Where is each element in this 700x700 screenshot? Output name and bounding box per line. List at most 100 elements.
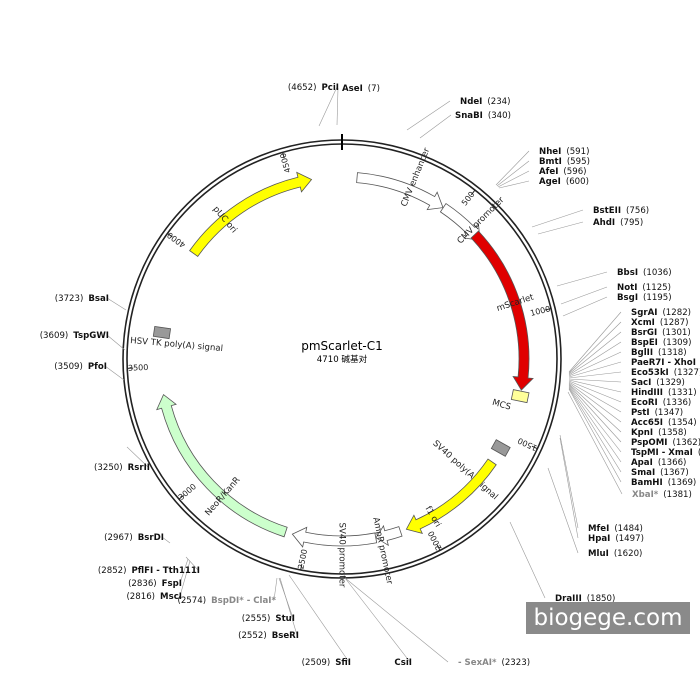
site-leader-line: [568, 311, 622, 373]
site-name: SgrAI: [631, 308, 657, 318]
site-name: FspI: [162, 579, 182, 589]
tick-mark: [300, 564, 303, 571]
site-sgrai: SgrAI (1282): [568, 308, 691, 373]
site-position: (1358): [658, 428, 687, 438]
site-leader-line: [497, 170, 530, 188]
feature-mscarlet: [470, 230, 534, 391]
site-label: TspMI - XmaI (1365): [631, 448, 700, 458]
site-position: (1497): [615, 534, 644, 544]
site-label: EcoRI (1336): [631, 398, 691, 408]
tick-label: 3500: [128, 363, 149, 373]
site-leader-line: [568, 386, 622, 463]
site-label: AgeI (600): [539, 177, 589, 187]
site-leader-line: [495, 150, 530, 186]
site-leader-line: [509, 521, 546, 599]
site-position: (2967): [104, 533, 133, 543]
site-leader-line: [498, 180, 530, 189]
feature-sv40-promoter: [291, 526, 378, 548]
site-name: BsrDI: [138, 533, 164, 543]
site-name: BseRI: [272, 631, 299, 641]
site-leader-line: [318, 86, 338, 127]
site-name: HpaI: [588, 534, 610, 544]
tick-label: 2000: [426, 529, 443, 551]
site-bsrgi: BsrGI (1301): [568, 328, 691, 375]
site-position: (340): [488, 111, 511, 121]
site-name: EcoRI: [631, 398, 658, 408]
tick-mark: [178, 494, 184, 500]
tick-label: 4000: [166, 230, 188, 249]
site-eco53ki: Eco53kI (1327): [568, 368, 700, 379]
site-apai: ApaI (1366): [568, 386, 686, 468]
site-leader-line: [185, 556, 199, 571]
site-leader-line: [279, 577, 298, 636]
site-pflfi-tth111i: (2852) PflFI - Tth111I: [98, 556, 200, 576]
site-leader-line: [568, 385, 622, 453]
site-name: BamHI: [631, 478, 663, 488]
tick-label: 1500: [516, 436, 538, 453]
feature-puc-ori: [189, 171, 313, 257]
site-name: MfeI: [588, 524, 609, 534]
site-position: (7): [368, 84, 380, 94]
site-pfoi: (3509) PfoI: [54, 362, 125, 381]
site-label: BamHI (1369): [631, 478, 696, 488]
site-leader-line: [547, 467, 579, 554]
site-xbai: XbaI* (1381): [567, 391, 692, 500]
tick-label: 500: [460, 190, 477, 208]
site-label: (2967) BsrDI: [104, 533, 164, 543]
site-paer7i-xhoi: PaeR7I - XhoI(1322): [568, 358, 696, 378]
feature-mcs: [510, 389, 530, 404]
site-leader-line: [419, 114, 452, 139]
site-name: Eco53kI: [631, 368, 669, 378]
site-position: (1309): [663, 338, 692, 348]
site-label: ApaI (1366): [631, 458, 686, 468]
site-position: (1287): [660, 318, 689, 328]
site-position: (1850): [587, 594, 616, 604]
site-tspgwi: (3609) TspGWI: [40, 331, 126, 351]
tick-label: 1000: [529, 304, 551, 318]
site-name: BspEI: [631, 338, 658, 348]
site-name: RsrII: [128, 463, 150, 473]
site-label: - SexAI* (2323): [458, 658, 530, 668]
tick-label: 4500: [278, 152, 292, 174]
site-position: (1366): [658, 458, 687, 468]
site-label: BbsI (1036): [617, 268, 672, 278]
site-leader-line: [559, 437, 579, 539]
site-label: KpnI (1358): [631, 428, 687, 438]
site-name: NotI: [617, 283, 637, 293]
site-leader-line: [104, 365, 125, 381]
site-agei: AgeI (600): [498, 177, 589, 189]
site-label: AfeI (596): [539, 167, 587, 177]
feature-sv40-poly-a-signal: [490, 439, 511, 457]
site-position: (1318): [658, 348, 687, 358]
site-label: SnaBI (340): [455, 111, 511, 121]
site-label: PspOMI (1362): [631, 438, 700, 448]
site-position: (1327): [674, 368, 700, 378]
site-position: (595): [567, 157, 590, 167]
site-name: BglII: [631, 348, 653, 358]
site-pcii: (4652) PciI: [288, 83, 339, 127]
site-name: PstI: [631, 408, 650, 418]
site-name: SacI: [631, 378, 651, 388]
site-psti: PstI (1347): [568, 381, 683, 418]
site-label: (2555) StuI: [242, 614, 295, 624]
site-name: NheI: [539, 147, 561, 157]
site-label: (2836) FspI: [128, 579, 182, 589]
site-position: (3509): [54, 362, 83, 372]
site-label: Eco53kI (1327): [631, 368, 700, 378]
site-label: BglII (1318): [631, 348, 687, 358]
site-pspomi: PspOMI (1362): [568, 384, 700, 448]
tick-label: 2500: [296, 548, 309, 570]
site-bsteii: BstEII (756): [531, 206, 649, 228]
site-name: XcmI: [631, 318, 655, 328]
site-leader-line: [567, 391, 623, 495]
site-label: (2574) BspDI* - ClaI*: [177, 596, 276, 606]
site-leader-line: [273, 577, 278, 601]
site-position: (2816): [126, 592, 155, 602]
site-leader-line: [559, 434, 579, 529]
site-name: AhdI: [593, 218, 615, 228]
feature-f1-ori: [405, 458, 497, 535]
site-position: (1354): [668, 418, 697, 428]
site-label: NotI (1125): [617, 283, 671, 293]
site-name: BsrGI: [631, 328, 657, 338]
site-leader-line: [278, 577, 294, 619]
